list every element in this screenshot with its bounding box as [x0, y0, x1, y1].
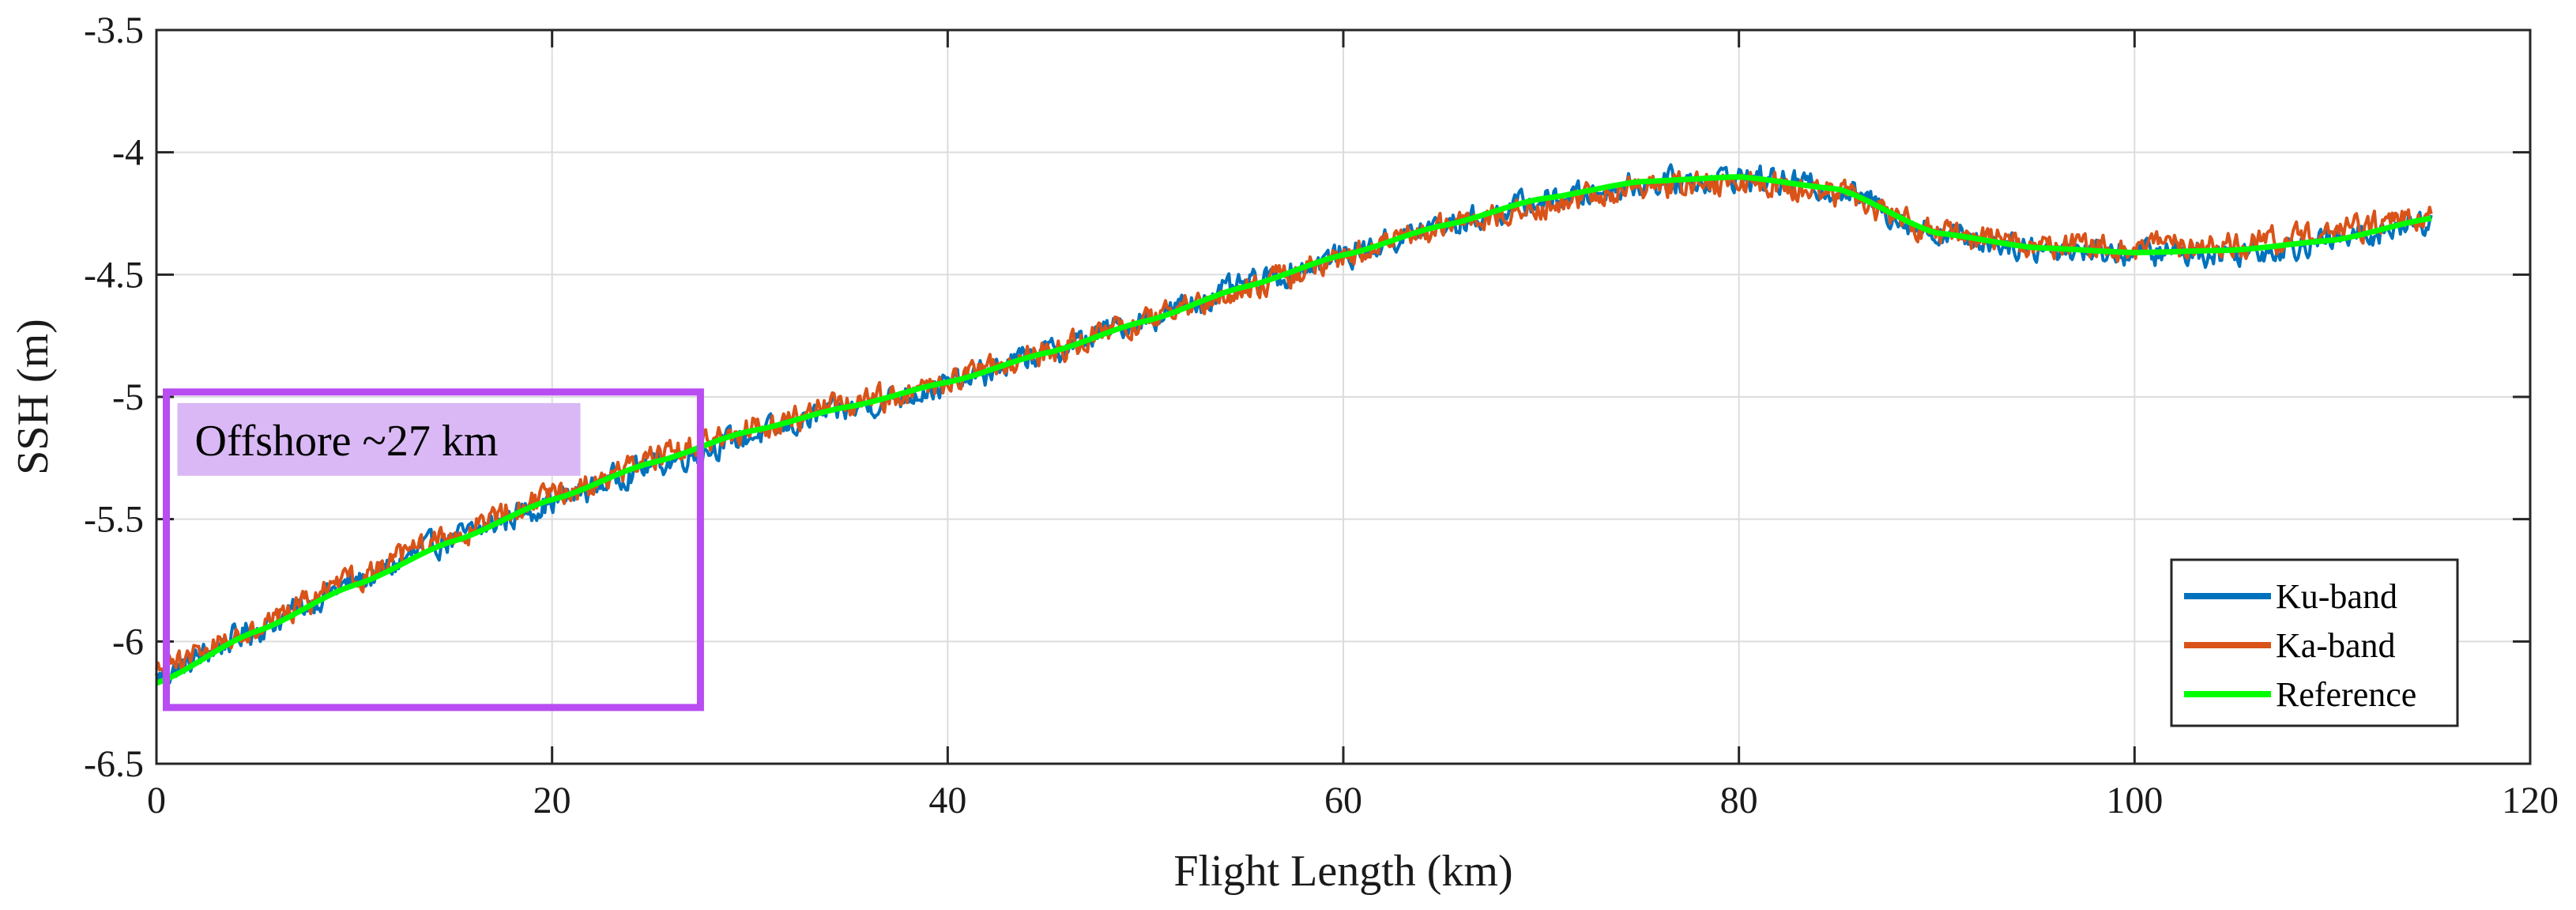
x-tick-label: 20	[533, 780, 571, 821]
y-tick-label: -4.5	[84, 254, 144, 296]
x-tick-label: 80	[1720, 780, 1758, 821]
legend-label: Ku-band	[2276, 577, 2397, 616]
annotation-label: Offshore ~27 km	[195, 417, 499, 466]
y-tick-label: -6.5	[84, 743, 144, 785]
annotation-box	[163, 388, 704, 712]
series-line-reference	[155, 174, 2432, 686]
legend: Ku-band Ka-band Reference	[2170, 558, 2459, 727]
x-tick-label: 0	[147, 780, 166, 821]
annotation-label-bg	[177, 402, 581, 476]
annotation-layer: Offshore ~27 km	[163, 388, 704, 712]
x-tick-label: 100	[2106, 780, 2163, 821]
legend-label: Ka-band	[2276, 626, 2396, 665]
series-layer	[155, 163, 2433, 686]
x-axis-label: Flight Length (km)	[1173, 847, 1512, 896]
y-axis-label: SSH (m)	[9, 319, 58, 475]
x-tick-label: 40	[928, 780, 966, 821]
tick-layer: 0 20 40 60 80 100 120 -6.5 -6 -5.5 -5 -4.5 -4 -3.5	[84, 9, 2559, 821]
y-tick-label: -6	[112, 621, 144, 663]
legend-label: Reference	[2276, 675, 2416, 714]
x-tick-label: 60	[1324, 780, 1362, 821]
y-tick-label: -5.5	[84, 499, 144, 541]
y-tick-label: -3.5	[84, 9, 144, 51]
x-tick-label: 120	[2502, 780, 2559, 821]
y-tick-label: -5	[112, 376, 144, 418]
y-tick-label: -4	[112, 132, 144, 174]
